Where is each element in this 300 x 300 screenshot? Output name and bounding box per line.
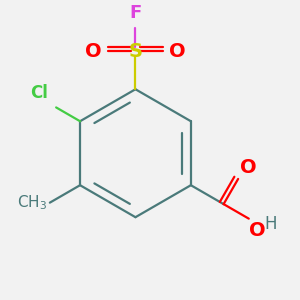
Text: O: O	[169, 42, 185, 61]
Text: H: H	[265, 215, 277, 233]
Text: O: O	[249, 221, 266, 240]
Text: CH$_3$: CH$_3$	[17, 193, 47, 212]
Text: F: F	[129, 4, 142, 22]
Text: O: O	[240, 158, 256, 178]
Text: Cl: Cl	[31, 84, 48, 102]
Text: S: S	[128, 42, 142, 61]
Text: O: O	[85, 42, 102, 61]
